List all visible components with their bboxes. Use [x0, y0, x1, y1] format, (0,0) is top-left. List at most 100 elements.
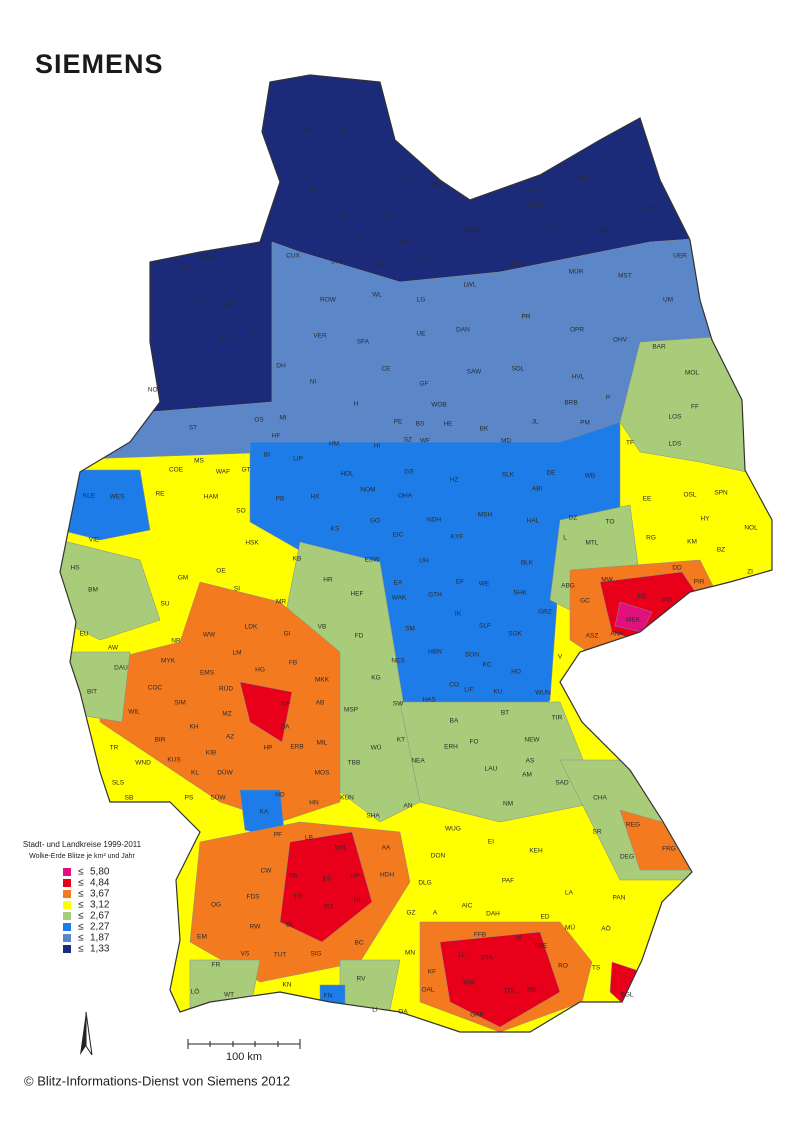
district-label: LM [232, 650, 241, 657]
district-label: WOB [431, 402, 447, 409]
district-label: UL [354, 897, 363, 904]
legend-title: Stadt- und Landkreise 1999-2011 [23, 840, 142, 849]
district-label: WST [223, 302, 237, 309]
region [279, 831, 373, 943]
district-label: SÜW [210, 794, 226, 802]
district-label: KB [293, 556, 302, 563]
district-label: HAS [422, 697, 436, 704]
legend-swatch [63, 890, 71, 898]
legend-value: 3,67 [90, 889, 110, 900]
district-label: BZ [717, 547, 725, 554]
district-label: SHK [513, 590, 527, 597]
district-label: BRB [564, 400, 577, 407]
district-label: KM [687, 539, 697, 546]
district-label: LDK [245, 624, 258, 631]
district-label: ZI [747, 569, 753, 576]
legend-symbol: ≤ [78, 878, 84, 889]
district-label: NES [391, 658, 405, 665]
district-label: EF [456, 579, 464, 586]
district-label: WÜ [371, 744, 382, 752]
district-label: AN [403, 803, 412, 810]
district-label: OPR [570, 327, 584, 334]
district-label: WAK [392, 595, 407, 602]
district-label: OD [398, 240, 408, 247]
district-label: OHA [398, 493, 413, 500]
district-label: CUX [286, 253, 300, 260]
district-label: DA [280, 724, 290, 731]
district-label: HEI [307, 187, 318, 194]
district-label: PLO [398, 177, 411, 184]
district-label: PE [394, 419, 403, 426]
district-label: UM [663, 297, 673, 304]
district-label: ED [540, 914, 549, 921]
region [189, 959, 261, 1011]
district-label: SR [592, 829, 601, 836]
district-label: OAL [421, 987, 434, 994]
district-label: SOK [508, 631, 522, 638]
legend-swatch [63, 868, 71, 876]
logo: SIEMENS [35, 49, 164, 79]
district-label: OG [211, 902, 221, 909]
district-label: SON [465, 652, 479, 659]
district-label: MW [601, 577, 613, 584]
district-label: SLF [479, 623, 491, 630]
district-label: MIL [317, 740, 328, 747]
district-label: BI [264, 452, 270, 459]
district-label: HR [323, 577, 333, 584]
district-label: KS [331, 526, 340, 533]
region [239, 681, 293, 743]
district-label: PI [355, 237, 361, 244]
district-label: MÜ [565, 924, 575, 932]
legend-value: 2,67 [90, 911, 110, 922]
district-label: KEH [529, 848, 543, 855]
district-label: SHA [366, 813, 380, 820]
district-label: DM [598, 227, 608, 234]
district-label: HEF [351, 591, 364, 598]
district-label: GT [241, 467, 250, 474]
district-label: WL [372, 292, 382, 299]
district-label: OSL [683, 492, 696, 499]
district-label: HSK [245, 540, 259, 547]
district-label: IZ [340, 212, 346, 219]
district-label: BIR [155, 737, 166, 744]
district-label: LG [417, 297, 426, 304]
district-label: ANA [610, 631, 624, 638]
district-label: LI [372, 1007, 378, 1014]
district-label: MD [501, 438, 511, 445]
district-label: RW [250, 924, 262, 931]
legend-swatch [63, 879, 71, 887]
district-label: GO [370, 518, 380, 525]
legend-value: 1,33 [90, 944, 110, 955]
district-label: SE [386, 215, 395, 222]
district-label: EBE [534, 943, 548, 950]
legend-value: 3,12 [90, 900, 110, 911]
district-label: EE [643, 496, 652, 503]
district-label: LA [565, 890, 574, 897]
district-label: SL [341, 127, 349, 134]
district-label: UH [419, 558, 429, 565]
district-label: HH [375, 262, 385, 269]
district-label: FO [469, 739, 478, 746]
district-label: WF [420, 438, 430, 445]
region [60, 469, 151, 541]
district-label: BM [88, 587, 98, 594]
district-label: SW [393, 701, 404, 708]
district-label: WN [335, 845, 346, 852]
district-label: RV [357, 976, 367, 983]
district-label: LER [189, 299, 202, 306]
district-label: JL [532, 419, 539, 426]
region [439, 931, 561, 1028]
district-label: DAN [456, 327, 470, 334]
district-label: SIM [174, 700, 186, 707]
legend-symbol: ≤ [78, 933, 84, 944]
legend-symbol: ≤ [78, 922, 84, 933]
district-label: GZ [406, 910, 415, 917]
district-label: MKK [315, 677, 330, 684]
district-label: HAM [204, 494, 218, 501]
district-label: EL [179, 359, 187, 366]
district-label: AS [526, 758, 535, 765]
district-label: UER [673, 253, 687, 260]
district-label: NDH [427, 517, 441, 524]
legend-swatch [63, 945, 71, 953]
district-label: HI [374, 443, 381, 450]
